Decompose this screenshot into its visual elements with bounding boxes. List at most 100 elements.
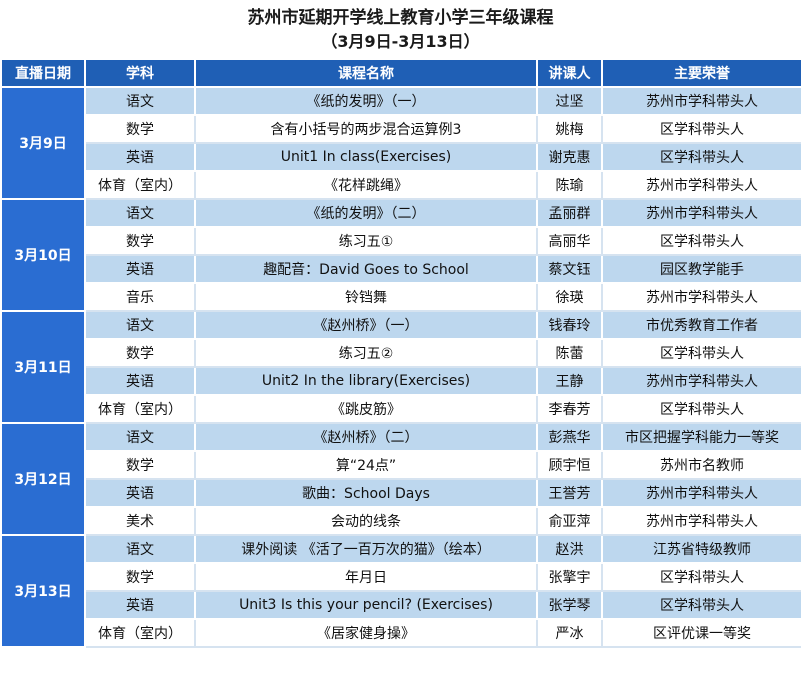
table-row: 数学 练习五① 高丽华 区学科带头人 (1, 226, 801, 256)
teacher-cell: 徐瑛 (536, 282, 603, 312)
table-row: 英语 趣配音：David Goes to School 蔡文钰 园区教学能手 (1, 254, 801, 284)
table-row: 体育（室内） 《居家健身操》 严冰 区评优课一等奖 (1, 618, 801, 648)
course-cell: 课外阅读 《活了一百万次的猫》（绘本） (194, 534, 538, 564)
date-cell: 3月11日 (0, 310, 86, 424)
teacher-cell: 王静 (536, 366, 603, 396)
title-block: 苏州市延期开学线上教育小学三年级课程 （3月9日-3月13日） (0, 0, 801, 58)
teacher-cell: 赵洪 (536, 534, 603, 564)
subject-cell: 语文 (84, 534, 196, 564)
course-cell: 《纸的发明》（一） (194, 86, 538, 116)
course-cell: 练习五① (194, 226, 538, 256)
teacher-cell: 严冰 (536, 618, 603, 648)
table-row: 体育（室内） 《花样跳绳》 陈瑜 苏州市学科带头人 (1, 170, 801, 200)
header-row: 直播日期 学科 课程名称 讲课人 主要荣誉 (0, 58, 801, 88)
course-cell: 《居家健身操》 (194, 618, 538, 648)
honor-cell: 区学科带头人 (601, 142, 801, 172)
table-row: 3月10日 语文 《纸的发明》（二） 孟丽群苏州市学科带头人 (0, 198, 801, 312)
column-header: 讲课人 (536, 58, 603, 88)
subject-cell: 数学 (84, 114, 196, 144)
table-row: 数学 年月日 张擎宇 区学科带头人 (1, 562, 801, 592)
column-header: 主要荣誉 (601, 58, 801, 88)
subject-cell: 数学 (84, 450, 196, 480)
date-cell: 3月13日 (0, 534, 86, 648)
date-cell: 3月10日 (0, 198, 86, 312)
course-cell: 《纸的发明》（二） (194, 198, 538, 228)
subject-cell: 英语 (84, 142, 196, 172)
honor-cell: 区学科带头人 (601, 590, 801, 620)
teacher-cell: 钱春玲 (536, 310, 603, 340)
date-cell: 3月12日 (0, 422, 86, 536)
subject-cell: 英语 (84, 478, 196, 508)
table-row: 体育（室内） 《跳皮筋》 李春芳 区学科带头人 (1, 394, 801, 424)
teacher-cell: 张擎宇 (536, 562, 603, 592)
course-cell: Unit1 In class(Exercises) (194, 142, 538, 172)
table-row: 3月11日 语文 《赵州桥》（一） 钱春玲 市优秀教育工作者 (0, 310, 801, 424)
course-cell: 《跳皮筋》 (194, 394, 538, 424)
honor-cell: 苏州市学科带头人 (601, 86, 801, 116)
honor-cell: 区评优课一等奖 (601, 618, 801, 648)
teacher-cell: 高丽华 (536, 226, 603, 256)
teacher-cell: 过坚 (536, 86, 603, 116)
subtitle: （3月9日-3月13日） (321, 32, 480, 51)
subject-cell: 语文 (84, 422, 196, 452)
teacher-cell: 王誉芳 (536, 478, 603, 508)
honor-cell: 区学科带头人 (601, 562, 801, 592)
subject-cell: 体育（室内） (84, 618, 196, 648)
honor-cell: 苏州市名教师 (601, 450, 801, 480)
course-cell: 《赵州桥》（二） (194, 422, 538, 452)
subject-cell: 数学 (84, 562, 196, 592)
course-cell: 年月日 (194, 562, 538, 592)
table-row: 3月13日 语文 课外阅读 《活了一百万次的猫》（绘本） 赵洪 江苏省特级教师 (0, 534, 801, 648)
subject-cell: 数学 (84, 226, 196, 256)
course-cell: Unit3 Is this your pencil? (Exercises) (194, 590, 538, 620)
subject-cell: 语文 (84, 198, 196, 228)
teacher-cell: 彭燕华 (536, 422, 603, 452)
teacher-cell: 孟丽群 (536, 198, 603, 228)
honor-cell: 市区把握学科能力一等奖 (601, 422, 801, 452)
honor-cell: 苏州市学科带头人 (601, 170, 801, 200)
date-cell: 3月9日 (0, 86, 86, 200)
subject-cell: 语文 (84, 86, 196, 116)
honor-cell: 苏州市学科带头人 (601, 282, 801, 312)
teacher-cell: 俞亚萍 (536, 506, 603, 536)
table-row: 英语 Unit3 Is this your pencil? (Exercises)… (1, 590, 801, 620)
table-row: 数学 练习五② 陈蕾 区学科带头人 (1, 338, 801, 368)
teacher-cell: 张学琴 (536, 590, 603, 620)
course-cell: 趣配音：David Goes to School (194, 254, 538, 284)
honor-cell: 苏州市学科带头人 (601, 478, 801, 508)
table-row: 音乐 铃铛舞 徐瑛 苏州市学科带头人 (1, 282, 801, 312)
subject-cell: 体育（室内） (84, 170, 196, 200)
course-cell: 含有小括号的两步混合运算例3 (194, 114, 538, 144)
course-cell: 会动的线条 (194, 506, 538, 536)
honor-cell: 苏州市学科带头人 (601, 366, 801, 396)
course-cell: 歌曲：School Days (194, 478, 538, 508)
teacher-cell: 顾宇恒 (536, 450, 603, 480)
table-row: 英语 Unit2 In the library(Exercises) 王静 苏州市学科… (1, 366, 801, 396)
course-cell: 算“24点” (194, 450, 538, 480)
course-cell: 练习五② (194, 338, 538, 368)
table-row: 3月12日 语文 《赵州桥》（二） 彭燕华 市区把握学科能力一等奖 (0, 422, 801, 536)
honor-cell: 区学科带头人 (601, 394, 801, 424)
table-row: 3月9日 语文 《纸的发明》（一） 过坚 苏州市学科带头人 (0, 86, 801, 200)
table-body: 3月9日 语文 《纸的发明》（一） 过坚 苏州市学科带头人 数学 含有小括号的两步混合运算例… (0, 86, 801, 648)
honor-cell: 区学科带头人 (601, 114, 801, 144)
table-row: 美术 会动的线条 俞亚萍 苏州市学科带头人 (1, 506, 801, 536)
honor-cell: 区学科带头人 (601, 226, 801, 256)
column-header: 直播日期 (0, 58, 86, 88)
course-cell: 《赵州桥》（一） (194, 310, 538, 340)
teacher-cell: 陈瑜 (536, 170, 603, 200)
subject-cell: 英语 (84, 590, 196, 620)
subject-cell: 语文 (84, 310, 196, 340)
subject-cell: 英语 (84, 366, 196, 396)
table-row: 数学 算“24点” 顾宇恒 苏州市名教师 (1, 450, 801, 480)
honor-cell: 市优秀教育工作者 (601, 310, 801, 340)
table-row: 英语 Unit1 In class(Exercises) 谢克惠 区学科带头人 (1, 142, 801, 172)
subject-cell: 数学 (84, 338, 196, 368)
course-cell: Unit2 In the library(Exercises) (194, 366, 538, 396)
column-header: 课程名称 (194, 58, 538, 88)
subject-cell: 体育（室内） (84, 394, 196, 424)
subject-cell: 音乐 (84, 282, 196, 312)
teacher-cell: 谢克惠 (536, 142, 603, 172)
honor-cell: 江苏省特级教师 (601, 534, 801, 564)
